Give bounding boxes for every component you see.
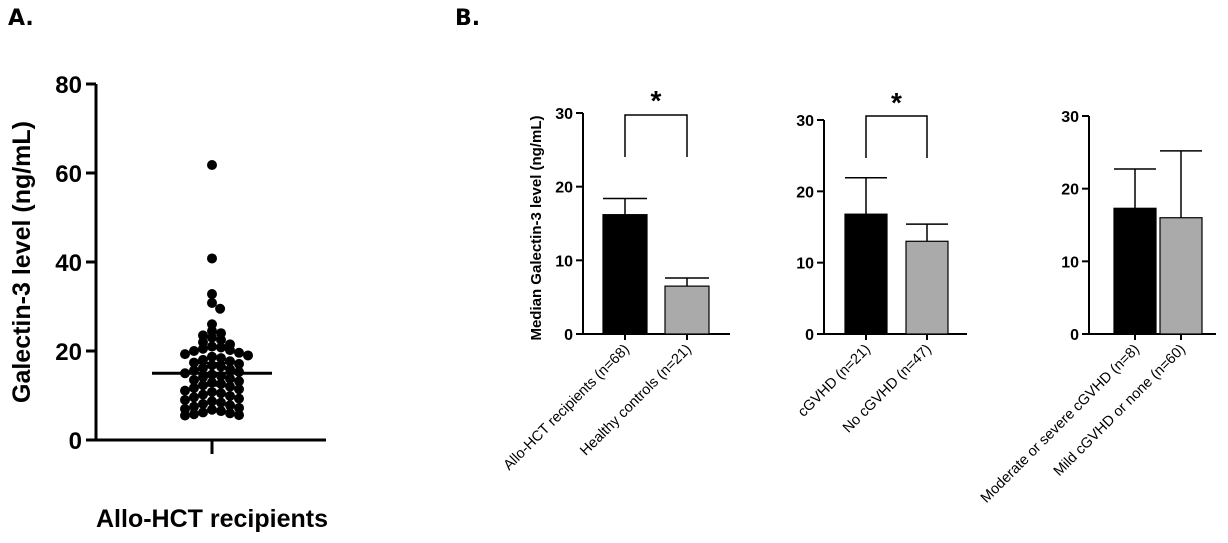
data-point bbox=[234, 410, 244, 421]
data-point bbox=[234, 402, 244, 413]
data-point bbox=[180, 349, 190, 360]
y-tick-label: 40 bbox=[55, 250, 82, 277]
bar bbox=[1113, 207, 1157, 335]
bar-y-tick-label: 0 bbox=[805, 327, 814, 344]
data-point bbox=[207, 332, 217, 343]
data-point bbox=[189, 401, 199, 412]
bar bbox=[844, 213, 888, 335]
y-tick-label: 60 bbox=[55, 161, 82, 188]
data-point bbox=[216, 388, 226, 399]
bar bbox=[1159, 217, 1203, 335]
y-tick-label: 80 bbox=[55, 72, 82, 99]
significance-marker: * bbox=[891, 87, 902, 118]
data-point bbox=[198, 407, 208, 418]
bar bbox=[905, 240, 949, 335]
data-point bbox=[207, 253, 217, 264]
data-point bbox=[207, 351, 217, 362]
data-point bbox=[216, 342, 226, 353]
data-point bbox=[234, 384, 244, 395]
significance-bracket bbox=[865, 115, 928, 158]
data-point bbox=[216, 397, 226, 408]
panel-label-b: B. bbox=[455, 6, 481, 31]
y-tick-label: 20 bbox=[55, 339, 82, 366]
significance-bracket bbox=[624, 114, 688, 157]
data-point bbox=[189, 346, 199, 356]
data-point bbox=[215, 303, 226, 314]
bar-y-tick-label: 20 bbox=[796, 184, 814, 201]
data-point bbox=[216, 353, 226, 364]
data-point bbox=[225, 390, 235, 401]
bar-y-axis-title: Median Galectin-3 level (ng/mL) bbox=[528, 115, 545, 340]
data-point bbox=[225, 364, 235, 375]
data-point bbox=[198, 389, 208, 400]
data-point bbox=[216, 378, 226, 389]
data-point bbox=[216, 406, 226, 417]
bar-y-tick-label: 0 bbox=[1070, 327, 1079, 344]
data-point bbox=[207, 289, 217, 300]
data-point bbox=[189, 382, 199, 393]
data-point bbox=[216, 334, 226, 345]
data-point bbox=[207, 297, 217, 308]
data-point bbox=[180, 385, 190, 396]
data-point bbox=[234, 393, 244, 404]
data-point bbox=[207, 396, 217, 407]
bar-y-tick-label: 30 bbox=[796, 113, 814, 130]
data-point bbox=[225, 373, 235, 384]
bar-y-tick-label: 30 bbox=[555, 106, 573, 123]
data-point bbox=[234, 347, 244, 358]
y-tick-label: 0 bbox=[69, 428, 82, 455]
data-point bbox=[216, 361, 226, 372]
bar-y-tick-label: 10 bbox=[1061, 254, 1079, 271]
panel-label-a: A. bbox=[8, 6, 34, 31]
data-point bbox=[189, 409, 199, 420]
data-point bbox=[243, 350, 253, 361]
category-label: Moderate or severe cGVHD (n=8) bbox=[978, 342, 1143, 507]
bar bbox=[664, 285, 710, 335]
data-point bbox=[180, 394, 190, 405]
data-point bbox=[234, 376, 244, 387]
category-label: Allo-HCT recipients (n=68) bbox=[501, 342, 633, 474]
x-axis-title: Allo-HCT recipients bbox=[96, 505, 328, 533]
data-point bbox=[180, 410, 190, 421]
data-point bbox=[207, 404, 217, 415]
data-point bbox=[225, 400, 235, 411]
data-point bbox=[207, 341, 217, 352]
bar-y-tick-label: 10 bbox=[555, 253, 573, 270]
bar-y-tick-label: 20 bbox=[1061, 182, 1079, 199]
data-point bbox=[225, 408, 235, 419]
data-point bbox=[198, 398, 208, 409]
data-point bbox=[207, 386, 217, 397]
y-axis-title: Galectin-3 level (ng/mL) bbox=[8, 121, 36, 403]
data-point bbox=[189, 374, 199, 385]
data-point bbox=[234, 358, 244, 369]
bar bbox=[602, 214, 648, 335]
bar-y-tick-label: 30 bbox=[1061, 109, 1079, 126]
data-point bbox=[225, 345, 235, 356]
bar-y-tick-label: 20 bbox=[555, 180, 573, 197]
data-point bbox=[189, 392, 199, 403]
data-point bbox=[198, 362, 208, 373]
significance-marker: * bbox=[651, 85, 662, 116]
data-point bbox=[207, 159, 217, 170]
data-point bbox=[198, 372, 208, 383]
bar-y-tick-label: 10 bbox=[796, 256, 814, 273]
category-label: Healthy controls (n=21) bbox=[577, 342, 695, 460]
bar-y-tick-label: 0 bbox=[564, 327, 573, 344]
data-point bbox=[198, 343, 208, 354]
